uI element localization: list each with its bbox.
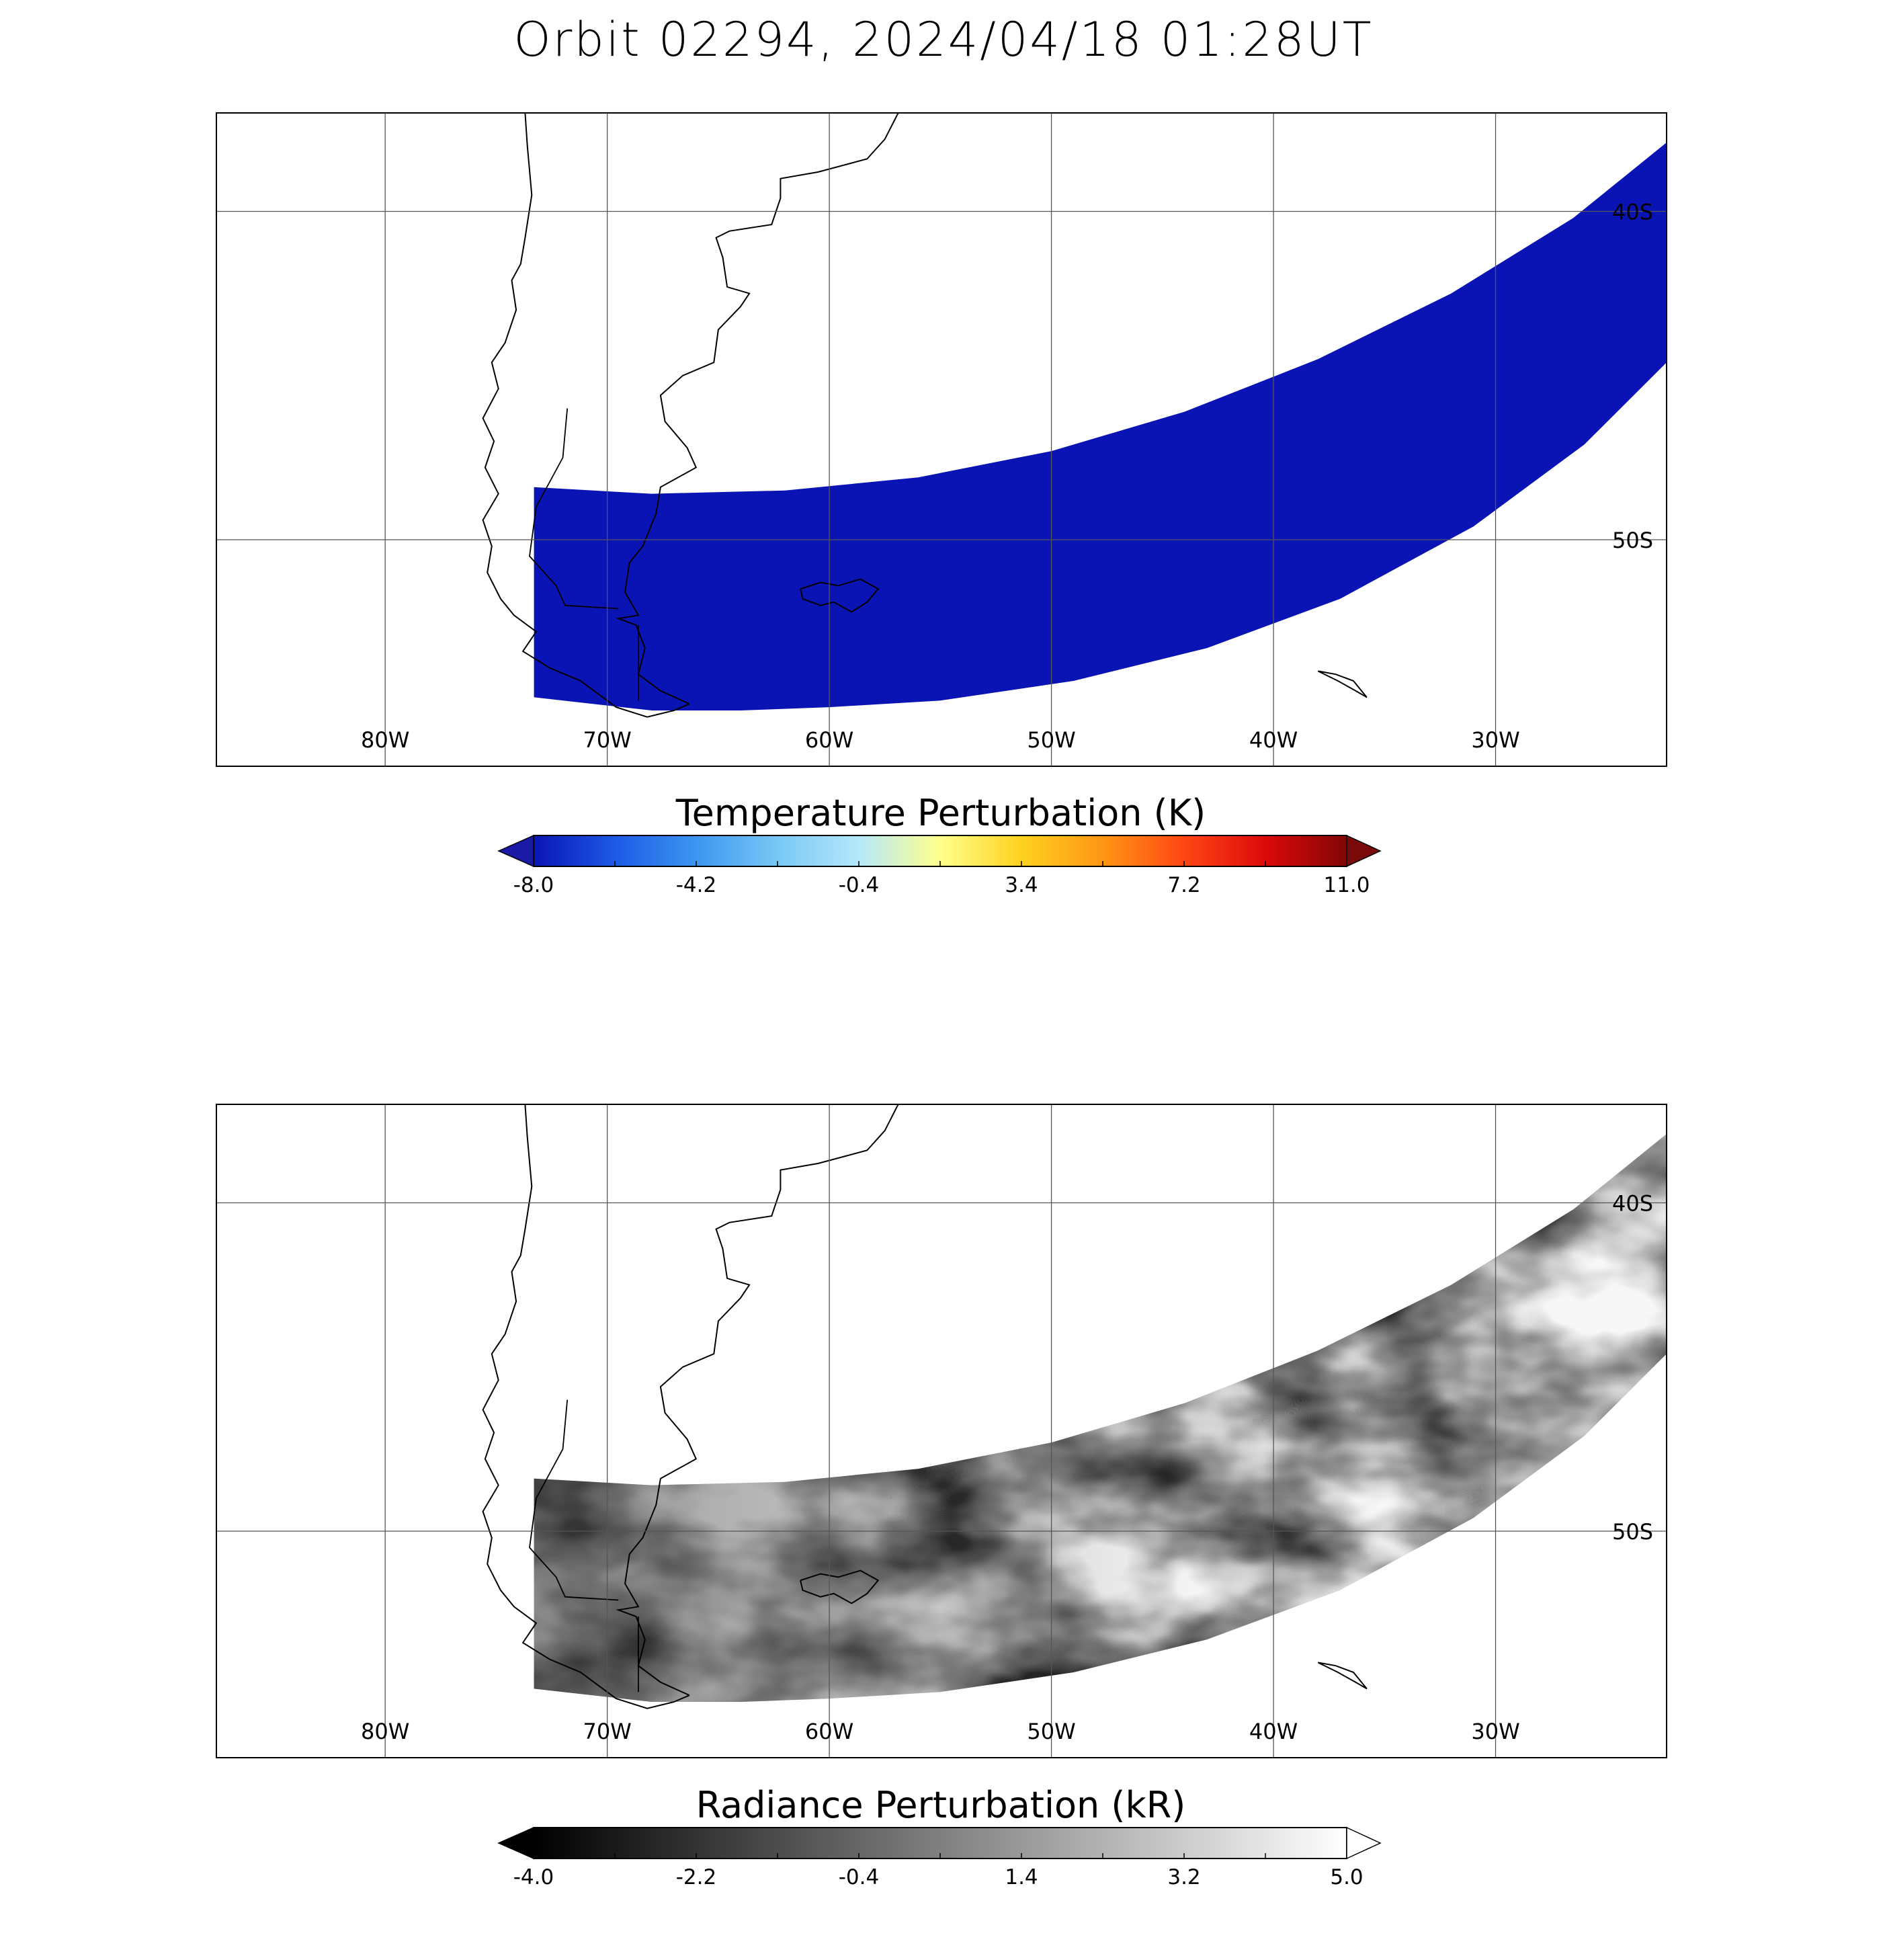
colorbar-tick-label: -4.2 xyxy=(676,873,717,897)
radiance-map-panel: 80W 70W 60W 50W 40W 30W 40S 50S xyxy=(216,1104,1667,1758)
colorbar-over-triangle xyxy=(1346,834,1382,868)
map-labels: 80W 70W 60W 50W 40W 30W 40S 50S xyxy=(361,200,1653,753)
colorbar-tick-label: 11.0 xyxy=(1323,873,1370,897)
lon-label: 70W xyxy=(583,727,631,753)
colorbar-tick-label: 1.4 xyxy=(1005,1865,1038,1889)
coastline-segment xyxy=(1317,670,1368,698)
colorbar-tick-label: -4.0 xyxy=(513,1865,554,1889)
coastline-segment xyxy=(616,113,899,705)
colorbar-tick-label: -8.0 xyxy=(513,873,554,897)
graticule xyxy=(216,1104,1667,1758)
lon-label: 30W xyxy=(1471,727,1519,753)
colorbar-tick-label: 5.0 xyxy=(1330,1865,1363,1889)
lat-label: 40S xyxy=(1612,1191,1653,1217)
lon-label: 80W xyxy=(361,727,409,753)
lon-label: 60W xyxy=(805,727,853,753)
coastline xyxy=(482,113,1368,718)
colorbar-under-triangle xyxy=(497,1826,534,1860)
colorbar-over-triangle xyxy=(1346,1826,1382,1860)
temperature-map-panel: 80W 70W 60W 50W 40W 30W 40S 50S xyxy=(216,112,1667,767)
lon-label: 50W xyxy=(1027,727,1075,753)
colorbar-tick-label: 3.2 xyxy=(1167,1865,1200,1889)
graticule xyxy=(216,113,1667,766)
coastline-segment xyxy=(616,1104,899,1697)
colorbar-tick-label: 3.4 xyxy=(1005,873,1038,897)
lat-label: 50S xyxy=(1612,528,1653,553)
map-border xyxy=(216,1104,1667,1758)
main-title: Orbit 02294, 2024/04/18 01:28UT xyxy=(513,12,1374,67)
lon-label: 40W xyxy=(1249,1719,1298,1744)
radiance-colorbar: Radiance Perturbation (kR) -4.0 -2.2 -0.4 1… xyxy=(497,1784,1382,1889)
colorbar-ticks: -8.0 -4.2 -0.4 3.4 7.2 11.0 xyxy=(513,861,1370,897)
lon-label: 80W xyxy=(361,1719,409,1744)
coastline-segment xyxy=(1317,1662,1368,1690)
radiance-colorbar-label: Radiance Perturbation (kR) xyxy=(696,1784,1186,1826)
colorbar-tick-label: -2.2 xyxy=(676,1865,717,1889)
colorbar-tick-label: -0.4 xyxy=(839,873,880,897)
temperature-colorbar-label: Temperature Perturbation (K) xyxy=(675,792,1206,834)
map-border xyxy=(216,112,1667,767)
colorbar-ticks: -4.0 -2.2 -0.4 1.4 3.2 5.0 xyxy=(513,1853,1364,1889)
country-border xyxy=(529,1399,619,1601)
colorbar-under-triangle xyxy=(497,834,534,868)
coastline-segment xyxy=(482,1104,690,1709)
lon-label: 60W xyxy=(805,1719,853,1744)
colorbar-tick-label: 7.2 xyxy=(1167,873,1200,897)
coastline-segment xyxy=(800,578,880,613)
lat-label: 50S xyxy=(1612,1519,1653,1545)
lon-label: 40W xyxy=(1249,727,1298,753)
country-border xyxy=(529,408,619,610)
coastline-segment xyxy=(482,113,690,718)
colorbar-tick-label: -0.4 xyxy=(839,1865,880,1889)
coastline-segment xyxy=(800,1569,880,1604)
lon-label: 30W xyxy=(1471,1719,1519,1744)
temperature-colorbar: Temperature Perturbation (K) -8.0 -4.2 -0.… xyxy=(497,792,1382,897)
lon-label: 50W xyxy=(1027,1719,1075,1744)
lat-label: 40S xyxy=(1612,200,1653,225)
map-labels: 80W 70W 60W 50W 40W 30W 40S 50S xyxy=(361,1191,1653,1744)
lon-label: 70W xyxy=(583,1719,631,1744)
coastline xyxy=(482,1104,1368,1709)
